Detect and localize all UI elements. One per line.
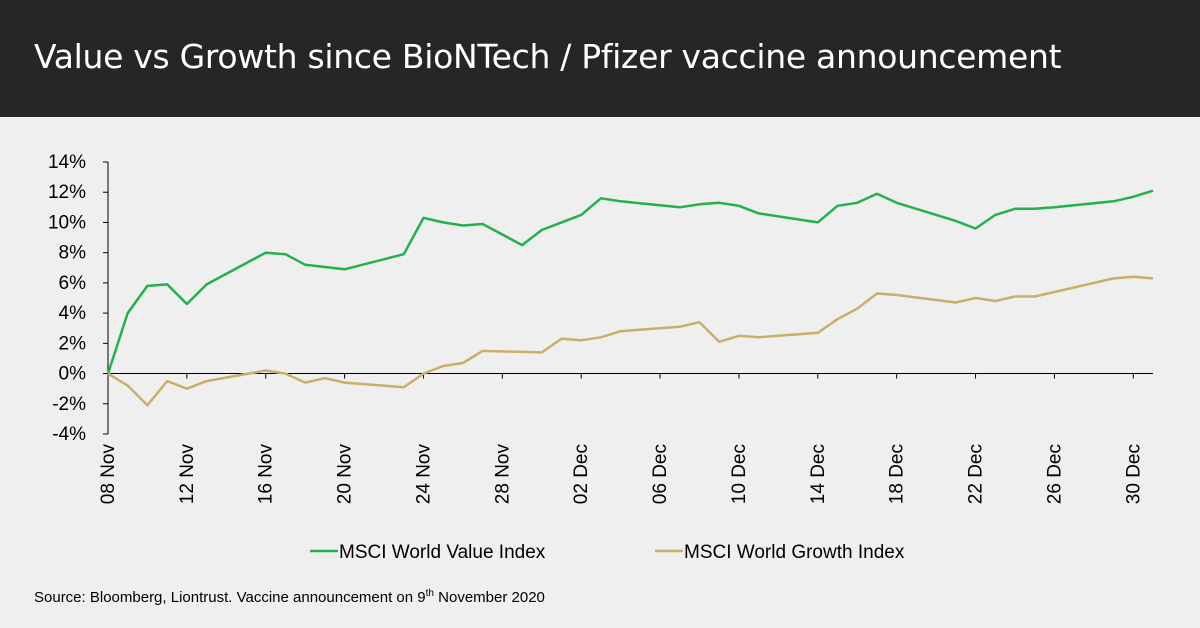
- y-tick-label: 14%: [48, 152, 86, 173]
- y-tick-label: 2%: [59, 333, 87, 354]
- y-tick-label: 12%: [48, 182, 86, 203]
- series-line-value: [106, 189, 1154, 374]
- x-tick-label: 28 Nov: [492, 444, 513, 505]
- x-tick-label: 22 Dec: [966, 444, 987, 504]
- series-lines: [106, 189, 1154, 407]
- source-text-end: November 2020: [433, 589, 545, 606]
- y-tick-label: 10%: [48, 212, 86, 233]
- x-tick-label: 24 Nov: [413, 444, 434, 505]
- source-text: Source: Bloomberg, Liontrust. Vaccine an…: [34, 589, 426, 606]
- x-tick-label: 08 Nov: [98, 444, 119, 505]
- x-tick-label: 16 Nov: [256, 444, 277, 505]
- source-superscript: th: [425, 588, 434, 599]
- legend-label: MSCI World Growth Index: [684, 542, 905, 563]
- y-tick-label: -2%: [52, 394, 86, 415]
- line-chart: 14% 12% 10% 8% 6% 4% 2% 0% -2% -4% 08 Nov 12 Nov 16…: [48, 152, 1154, 563]
- x-tick-label: 26 Dec: [1044, 444, 1065, 504]
- y-tick-label: 6%: [59, 273, 87, 294]
- legend-label: MSCI World Value Index: [339, 542, 546, 563]
- y-tick-label: 4%: [59, 303, 87, 324]
- y-tick-label: -4%: [52, 424, 86, 445]
- x-tick-label: 14 Dec: [808, 444, 829, 504]
- x-tick-label: 30 Dec: [1123, 444, 1144, 504]
- x-tick-label: 02 Dec: [571, 444, 592, 504]
- x-tick-label: 10 Dec: [729, 444, 750, 504]
- y-axis: 14% 12% 10% 8% 6% 4% 2% 0% -2% -4%: [48, 152, 109, 445]
- x-tick-label: 20 Nov: [335, 444, 356, 505]
- series-line-growth: [107, 275, 1154, 407]
- legend: MSCI World Value Index MSCI World Growth …: [310, 542, 905, 563]
- title-bar: Value vs Growth since BioNTech / Pfizer …: [0, 0, 1200, 117]
- chart-title: Value vs Growth since BioNTech / Pfizer …: [34, 37, 1062, 76]
- source-note: Source: Bloomberg, Liontrust. Vaccine an…: [34, 588, 545, 606]
- x-tick-label: 12 Nov: [177, 444, 198, 505]
- x-tick-label: 18 Dec: [887, 444, 908, 504]
- x-tick-label: 06 Dec: [650, 444, 671, 504]
- y-tick-label: 8%: [59, 243, 87, 264]
- x-axis: 08 Nov 12 Nov 16 Nov 20 Nov 24 Nov 28 Nov 02 D…: [98, 373, 1153, 505]
- y-tick-label: 0%: [59, 364, 87, 385]
